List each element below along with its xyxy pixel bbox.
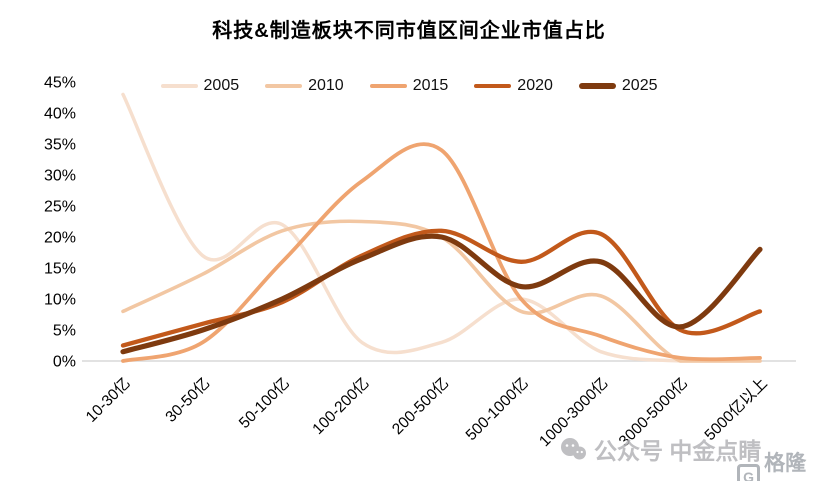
y-tick-label: 45%	[44, 75, 76, 92]
x-axis-label: 30-50亿	[162, 374, 214, 426]
series-line-2025	[120, 233, 763, 355]
legend-label: 2010	[308, 77, 344, 94]
legend: 2005 2010 2015 2020 2025	[0, 77, 818, 95]
legend-swatch-2020	[474, 83, 512, 89]
y-tick-label: 40%	[44, 106, 76, 123]
y-tick-label: 15%	[44, 261, 76, 278]
gelonghui-logo-icon: G	[737, 464, 761, 481]
y-tick-label: 10%	[44, 292, 76, 309]
legend-swatch-2025	[578, 83, 616, 89]
wechat-icon	[561, 437, 586, 459]
y-tick-label: 35%	[44, 137, 76, 154]
legend-swatch-2010	[265, 84, 303, 88]
legend-item-2025: 2025	[578, 77, 658, 95]
wechat-watermark: 公众号 中金点睛	[560, 432, 761, 466]
y-tick-label: 5%	[53, 323, 76, 340]
chart-title: 科技&制造板块不同市值区间企业市值占比	[212, 20, 606, 42]
legend-swatch-2015	[369, 84, 407, 88]
y-tick-label: 20%	[44, 230, 76, 247]
x-axis-label: 200-500亿	[388, 374, 452, 438]
gelonghui-logo: G 格隆汇	[737, 447, 818, 481]
y-tick-label: 30%	[44, 168, 76, 185]
watermark-text: 公众号 中金点睛	[594, 438, 762, 464]
legend-swatch-2005	[160, 84, 198, 88]
y-tick-label: 25%	[44, 199, 76, 216]
legend-item-2005: 2005	[160, 77, 240, 95]
series-line-2015	[121, 142, 762, 363]
legend-item-2020: 2020	[474, 77, 553, 95]
y-tick-label: 0%	[53, 354, 76, 371]
legend-item-2010: 2010	[265, 77, 344, 95]
x-axis-label: 50-100亿	[235, 374, 293, 432]
legend-label: 2020	[517, 77, 553, 94]
series-line-2010	[121, 219, 762, 363]
series-line-2020	[120, 228, 763, 348]
gelonghui-logo-text: 格隆汇	[764, 452, 807, 475]
series-line-2005	[121, 92, 762, 363]
legend-label: 2015	[412, 77, 449, 94]
legend-label: 2025	[621, 77, 658, 94]
x-axis-label: 10-30亿	[82, 374, 134, 426]
x-axis-label: 100-200亿	[309, 374, 373, 438]
x-axis-label: 500-1000亿	[462, 374, 532, 444]
legend-item-2015: 2015	[369, 77, 449, 95]
legend-label: 2005	[203, 77, 240, 94]
